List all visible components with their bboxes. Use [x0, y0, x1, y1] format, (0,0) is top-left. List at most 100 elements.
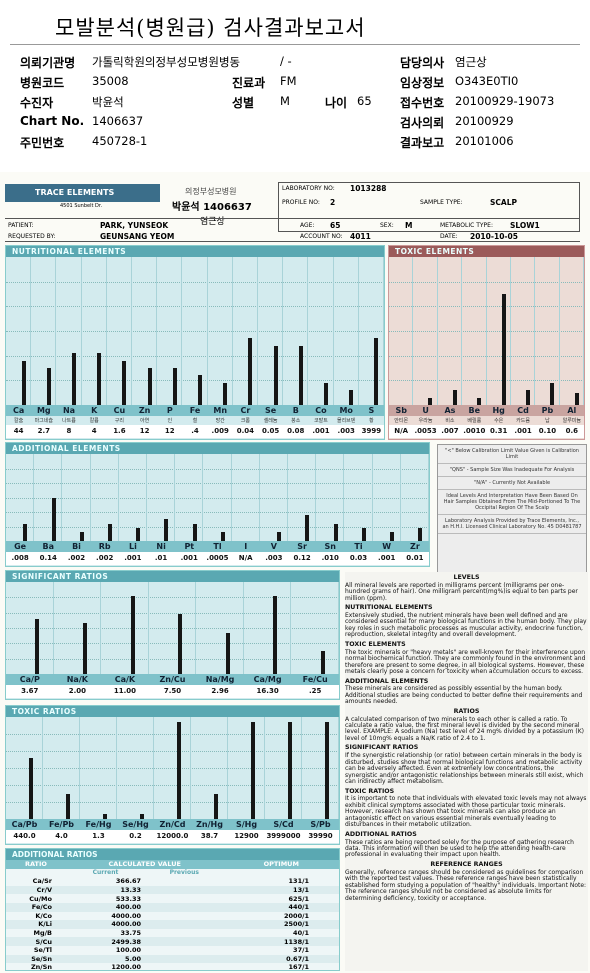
ratio-name: Fe/Co — [31, 903, 52, 912]
ratio-previous — [145, 903, 223, 912]
value: .003 — [259, 552, 288, 565]
korean-label: 안티몬 — [394, 418, 409, 424]
level-bar — [51, 497, 56, 541]
value: 7.50 — [148, 685, 197, 698]
korean-label: 인 — [167, 418, 173, 424]
panel-title: SIGNIFICANT RATIOS — [6, 571, 339, 582]
column — [196, 582, 244, 674]
field-label: 진료과 — [232, 76, 266, 90]
ratio-current: 2499.38 — [111, 937, 141, 946]
sub-head: Previous — [169, 869, 199, 877]
value: 3999000 — [265, 830, 302, 843]
level-bar — [361, 527, 366, 541]
column — [462, 257, 487, 405]
legend-note: Ideal Levels And Interpretation Have Bee… — [438, 490, 586, 515]
label-row — [6, 674, 339, 685]
field-value: 65 — [357, 94, 372, 108]
value: 0.12 — [288, 552, 317, 565]
korean-label: 붕소 — [291, 418, 301, 424]
field-value: 염근상 — [455, 55, 487, 69]
element-label: Mg — [36, 406, 51, 415]
section-heading: NUTRITIONAL ELEMENTS — [345, 604, 433, 612]
field-label: 임상정보 — [400, 76, 445, 90]
grid-line — [389, 281, 584, 283]
ratio-current: 1200.00 — [111, 963, 141, 972]
element-label: Ca/Pb — [11, 820, 38, 829]
info-value: M — [405, 221, 413, 230]
table-row: Ca/Sr 366.67 131/1 — [6, 877, 339, 886]
value: .001 — [308, 425, 334, 438]
lab-address: 4501 Sunbelt Dr. — [60, 203, 103, 209]
value: 39990 — [302, 830, 339, 843]
ratio-table: RATIO CALCULATED VALUE OPTIMUM Current P… — [6, 860, 339, 972]
column — [107, 257, 132, 405]
grid-line — [6, 526, 429, 528]
section-body: It is important to note that individuals… — [345, 795, 587, 829]
ratio-name: Ca/Sr — [32, 877, 52, 886]
info-box — [278, 182, 580, 232]
info-label: DATE: — [440, 233, 458, 240]
grid-line — [389, 331, 584, 332]
panel-title: ADDITIONAL ELEMENTS — [6, 443, 429, 454]
korean-label: 아연 — [139, 418, 150, 424]
value: 12900 — [228, 830, 265, 843]
grid-line — [6, 306, 384, 308]
element-label: Ca/K — [114, 675, 136, 684]
field-label: 성별 — [232, 96, 255, 110]
element-label: U — [422, 406, 429, 415]
level-bar — [108, 523, 113, 541]
level-bar — [23, 523, 28, 541]
korean-label: 칼륨 — [89, 418, 99, 424]
value: 2.00 — [53, 685, 102, 698]
level-bar — [225, 632, 230, 674]
element-label: Ni — [156, 542, 166, 551]
field-value: 1406637 — [92, 114, 144, 128]
handwritten: 염근상 — [200, 217, 225, 227]
field-value: / - — [280, 54, 292, 68]
additional-ratios: ADDITIONAL RATIOS RATIO CALCULATED VALUE… — [5, 848, 340, 971]
column — [560, 257, 584, 405]
column — [208, 257, 233, 405]
level-bar — [21, 360, 26, 405]
level-bar — [250, 722, 255, 819]
section-heading: REFERENCE RANGES — [430, 860, 503, 868]
column — [228, 717, 265, 819]
field-value: M — [280, 94, 290, 108]
level-bar — [102, 813, 107, 819]
panel-title: TOXIC RATIOS — [6, 706, 339, 717]
level-bar — [35, 618, 40, 674]
field-label: 검사의뢰 — [400, 116, 445, 130]
table-row: K/Li 4000.00 2500/1 — [6, 920, 339, 929]
section-body: These ratios are being reported solely f… — [345, 838, 574, 859]
level-bar — [248, 338, 253, 405]
grid-line — [6, 628, 339, 629]
level-bar — [97, 353, 102, 405]
ratio-name: Cr/V — [36, 886, 52, 895]
element-label: Pt — [184, 542, 195, 551]
level-bar — [452, 390, 457, 405]
column — [232, 454, 260, 541]
element-label: V — [270, 542, 277, 551]
element-label: Sb — [395, 406, 407, 415]
section-heading: TOXIC RATIOS — [345, 787, 395, 795]
field-label: 접수번호 — [400, 96, 445, 110]
value: 11.00 — [101, 685, 149, 698]
value: 0.08 — [283, 425, 309, 438]
field-value: 20101006 — [455, 134, 514, 148]
label-row — [389, 405, 584, 416]
level-bar — [320, 651, 325, 674]
field-value: FM — [280, 74, 297, 88]
value: 0.05 — [258, 425, 284, 438]
ratio-name: Zn/Sn — [30, 963, 52, 972]
grid-line — [389, 306, 584, 308]
level-bar — [324, 382, 329, 405]
info-label: PATIENT: — [8, 222, 34, 229]
value: .4 — [182, 425, 208, 438]
level-bar — [374, 338, 379, 405]
column — [487, 257, 511, 405]
level-bar — [298, 345, 303, 405]
level-bar — [172, 368, 177, 405]
grid-line — [6, 734, 339, 735]
value: .001 — [510, 425, 536, 438]
ratio-current: 4000.00 — [111, 911, 141, 920]
